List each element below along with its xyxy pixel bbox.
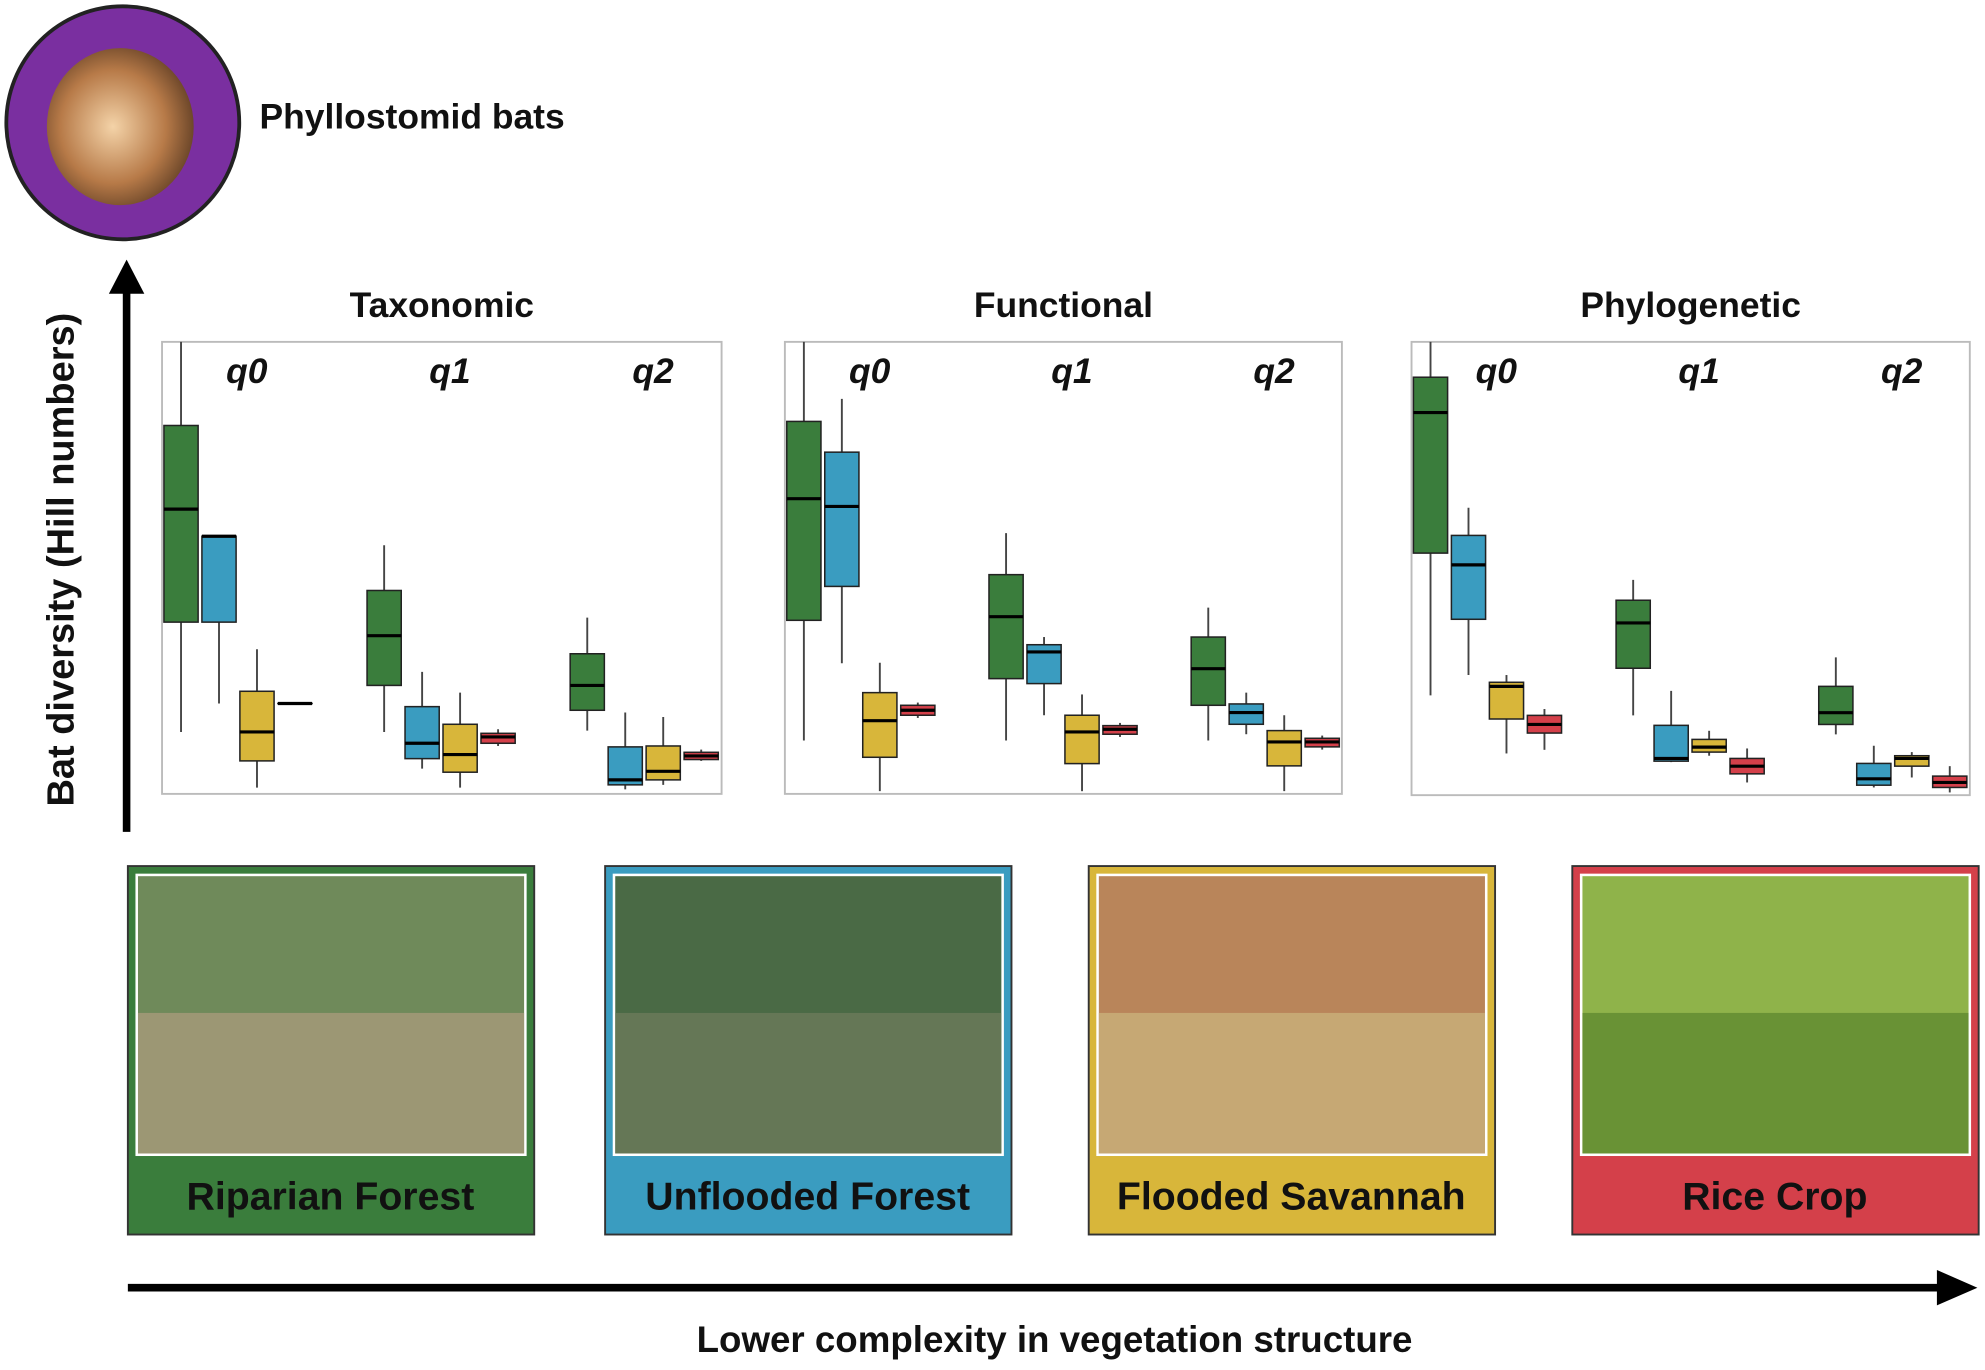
box: [1653, 724, 1690, 762]
charts: Taxonomic q0 q1 q2 Functional q0 q1 q2 Phylogene…: [161, 285, 1971, 797]
box: [861, 691, 898, 759]
box: [1412, 376, 1449, 554]
panel-frame: [161, 340, 723, 795]
box: [645, 745, 682, 781]
chart-title: Functional: [974, 285, 1153, 325]
group-label: q0: [226, 351, 268, 391]
box: [824, 451, 860, 588]
box: [1615, 599, 1652, 669]
group-label: q0: [1476, 351, 1518, 391]
legend-label: Riparian Forest: [187, 1174, 475, 1218]
group-label: q2: [1881, 351, 1923, 391]
box: [1893, 754, 1930, 767]
habitat-panels: Riparian Forest Unflooded Forest Flooded S…: [126, 865, 1980, 1236]
legend-label: Flooded Savannah: [1117, 1174, 1466, 1218]
box: [569, 653, 606, 712]
x-axis-label: Lower complexity in vegetation structure: [697, 1319, 1413, 1360]
box: [1266, 729, 1303, 767]
panel-frame: [1410, 340, 1971, 797]
panel-frame: [783, 340, 1343, 795]
bat-icon: [46, 48, 194, 206]
y-axis-label: Bat diversity (Hill numbers): [40, 313, 82, 807]
box: [442, 723, 478, 773]
box: [1488, 681, 1525, 720]
box: [163, 424, 199, 623]
habitat-photo-ground: [615, 1012, 1002, 1154]
box: [239, 690, 275, 762]
box: [201, 535, 237, 623]
group-label: q2: [632, 351, 674, 391]
legend-label: Unflooded Forest: [645, 1174, 970, 1218]
box: [404, 705, 440, 760]
habitat-photo-ground: [137, 1012, 525, 1154]
habitat-photo-ground: [1098, 1012, 1485, 1154]
group-label: q1: [1051, 351, 1092, 391]
box: [786, 420, 822, 622]
group-label: q1: [429, 351, 470, 391]
box: [1450, 534, 1487, 621]
group-label: q0: [849, 351, 891, 391]
y-arrow-head: [108, 259, 145, 294]
box: [1190, 636, 1227, 707]
box: [366, 589, 402, 687]
group-label: q1: [1678, 351, 1719, 391]
x-arrow-head: [1936, 1269, 1978, 1306]
chart-title: Phylogenetic: [1580, 285, 1801, 325]
legend-label: Rice Crop: [1682, 1174, 1867, 1218]
header-title: Phyllostomid bats: [260, 96, 565, 136]
box: [1817, 685, 1854, 726]
box: [1855, 762, 1892, 786]
group-label: q2: [1253, 351, 1295, 391]
box: [1064, 714, 1100, 765]
box: [988, 573, 1024, 680]
chart-title: Taxonomic: [350, 285, 534, 325]
habitat-photo-ground: [1582, 1012, 1969, 1154]
